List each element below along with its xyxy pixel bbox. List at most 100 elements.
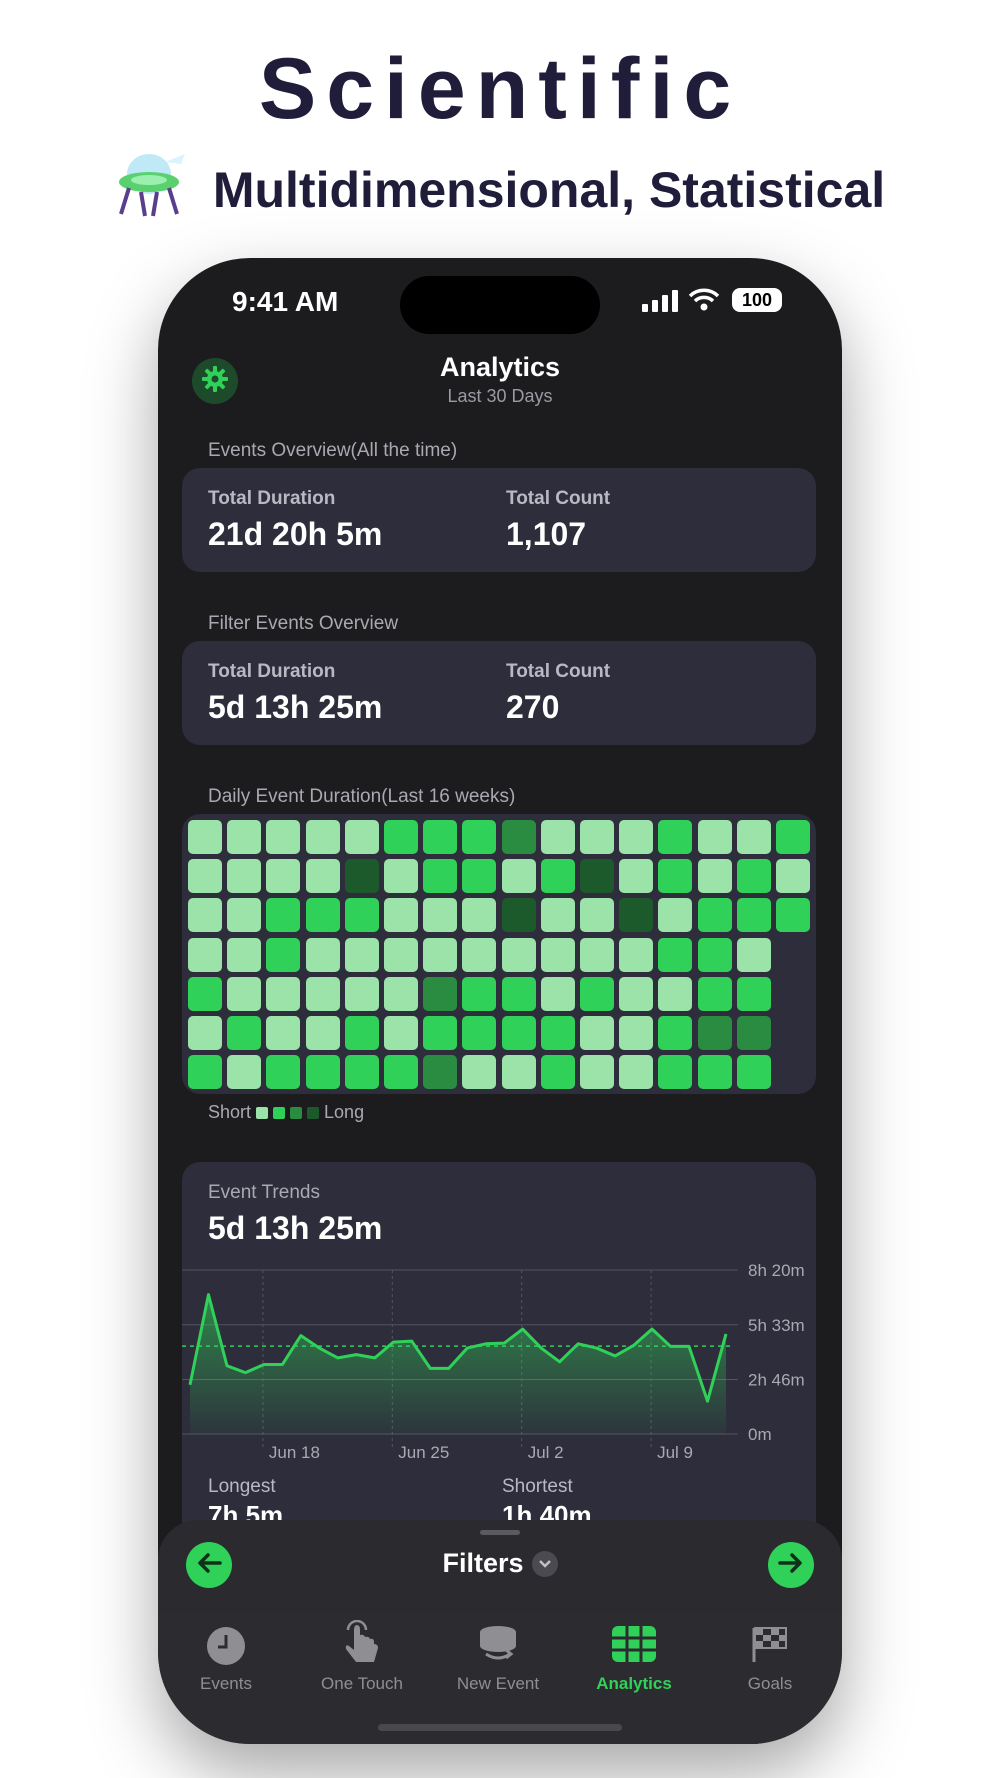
heatmap-cell [658,1055,693,1090]
heatmap-cell [266,937,301,972]
heatmap-cell [697,820,732,854]
page-title: Analytics [439,352,561,382]
heatmap-cell [305,1055,340,1090]
arrow-left-icon [196,1552,222,1579]
heatmap-cell [540,976,575,1011]
legend-swatch [307,1106,320,1119]
total-duration-value: 21d 20h 5m [208,516,383,552]
heatmap-cell [501,898,536,933]
heatmap-cell [501,1055,536,1090]
heatmap-cell [462,1055,497,1090]
heatmap-cell [580,1016,614,1050]
tab-analytics[interactable]: Analytics [566,1612,702,1712]
heatmap-cell [305,820,340,854]
heatmap-cell [305,859,340,894]
chevron-down-icon [531,1550,558,1577]
heatmap-cell [736,937,771,972]
heatmap-cell [697,976,732,1011]
heatmap-cell [776,898,810,933]
x-tick-label: Jun 18 [269,1443,320,1462]
heatmap-cell [188,1055,222,1090]
heatmap-cell [227,859,262,894]
heatmap-cell [305,976,340,1011]
heatmap-cell [619,859,654,894]
overview-all-label: Events Overview(All the time) [208,440,458,461]
heatmap-cell [501,976,536,1011]
tab-one-touch[interactable]: One Touch [294,1612,430,1712]
heatmap-cell [384,859,418,894]
heatmap-cell [266,820,301,854]
heatmap-cell [305,898,340,933]
previous-button[interactable] [186,1542,232,1588]
trend-area [190,1294,726,1434]
y-tick-label: 2h 46m [748,1371,805,1390]
heatmap-cell [619,898,654,933]
heatmap-cell [344,820,379,854]
settings-button[interactable] [192,358,238,404]
heatmap-cell [423,898,458,933]
y-tick-label: 8h 20m [748,1262,805,1280]
heatmap-cell [462,1016,497,1050]
heatmap-cell [619,820,654,854]
page-subtitle: Last 30 Days [447,386,553,406]
filters-dropdown[interactable]: Filters [158,1548,842,1579]
heatmap-cell [344,937,379,972]
arrow-right-icon [778,1552,804,1579]
tab-new-event[interactable]: New Event [430,1612,566,1712]
heatmap-cell [384,898,418,933]
heatmap-cell [658,937,693,972]
heatmap-cell [658,976,693,1011]
heatmap-cell [188,898,222,933]
longest-label: Longest [208,1476,276,1497]
y-tick-label: 5h 33m [748,1316,805,1335]
heatmap-cell [462,976,497,1011]
heatmap-cell [580,976,614,1011]
heatmap-cell [227,898,262,933]
drag-handle[interactable] [480,1530,520,1535]
heatmap-cell [501,1016,536,1050]
heatmap-cell [540,898,575,933]
heatmap-cell [227,976,262,1011]
heatmap-cell [658,859,693,894]
dynamic-island [400,276,600,334]
checkered-flag-icon [750,1624,790,1669]
legend-swatches [256,1106,320,1119]
overview-all-card: Total Duration 21d 20h 5m Total Count 1,… [182,468,816,572]
heatmap-cell [227,937,262,972]
heatmap-cell [658,820,693,854]
filter-overview-card: Total Duration 5d 13h 25m Total Count 27… [182,641,816,745]
heatmap-cell [580,820,614,854]
heatmap-cell [580,859,614,894]
tab-goals[interactable]: Goals [702,1612,838,1712]
heatmap-cell [462,820,497,854]
y-tick-label: 0m [748,1425,772,1444]
heatmap-cell [540,859,575,894]
heatmap-cell [305,1016,340,1050]
total-count-value: 1,107 [506,516,587,552]
heatmap-cell [501,937,536,972]
tab-events[interactable]: Events [158,1612,294,1712]
status-time: 9:41 AM [232,286,339,317]
heatmap-cell [462,898,497,933]
heatmap-cell [266,898,301,933]
signal-icon [642,290,680,317]
total-count-label: Total Count [506,488,611,509]
trends-total-value: 5d 13h 25m [208,1210,383,1246]
x-tick-label: Jul 2 [528,1443,564,1462]
next-button[interactable] [768,1542,814,1588]
heatmap-cell [540,1055,575,1090]
heatmap-cell [227,820,262,854]
heatmap-cell [540,937,575,972]
heatmap-cell [736,1055,771,1090]
heatmap-cell [423,820,458,854]
trends-card: Event Trends 5d 13h 25m 8h 20m 5h 33m 2h 4… [182,1162,816,1562]
heatmap-cell [619,1016,654,1050]
heatmap-cell [580,1055,614,1090]
heatmap-cell [423,976,458,1011]
filter-count-value: 270 [506,689,560,725]
shortest-label: Shortest [502,1476,573,1497]
heatmap-cell [188,937,222,972]
heatmap-cell [227,1055,262,1090]
legend-long-label: Long [324,1102,365,1122]
grid-icon [612,1626,656,1667]
